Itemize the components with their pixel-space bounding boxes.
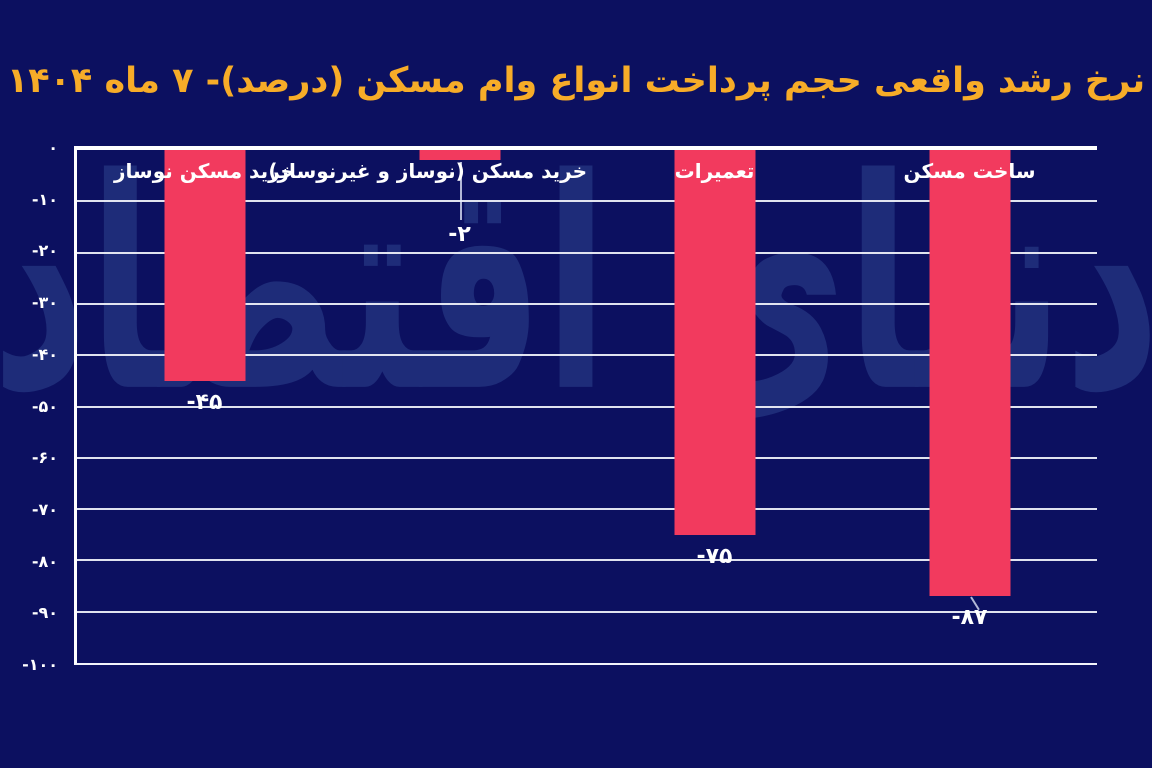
bar-sakht-maskan <box>929 150 1010 597</box>
gridline <box>77 200 1097 203</box>
band-1: خرید مسکن (نوساز و غیرنوساز) -۲ <box>268 150 587 663</box>
plot-area: خرید مسکن نوساز -۴۵ خرید مسکن (نوساز و غ… <box>74 146 1097 665</box>
y-tick-label: -۷۰ <box>31 499 58 519</box>
y-tick-label: ۰ <box>48 138 58 157</box>
category-label: ساخت مسکن <box>903 159 1036 183</box>
y-tick-label: -۳۰ <box>31 293 58 313</box>
category-label: تعمیرات <box>674 159 755 183</box>
band-0: خرید مسکن نوساز -۴۵ <box>77 150 332 663</box>
category-label: خرید مسکن نوساز <box>114 159 295 183</box>
y-tick-label: -۹۰ <box>31 603 58 623</box>
gridline <box>77 559 1097 562</box>
value-label: -۷۵ <box>696 543 733 569</box>
y-tick-label: -۲۰ <box>31 241 58 261</box>
value-label: -۲ <box>448 222 471 248</box>
bar-kharid-maskan-nosaz <box>164 150 245 381</box>
y-tick-label: -۶۰ <box>31 448 58 468</box>
y-axis: ۰ -۱۰ -۲۰ -۳۰ -۴۰ -۵۰ -۶۰ -۷۰ -۸۰ -۹۰ -۱… <box>0 138 58 674</box>
y-tick-label: -۱۰۰ <box>22 655 58 674</box>
callout-line <box>459 162 462 221</box>
gridline <box>77 610 1097 613</box>
category-label: خرید مسکن (نوساز و غیرنوساز) <box>268 159 587 183</box>
bar-kharid-maskan-nosaz-gheyrnosaz <box>419 150 500 161</box>
gridline <box>77 251 1097 254</box>
y-tick-label: -۵۰ <box>31 396 58 416</box>
chart-title: نرخ رشد واقعی حجم پرداخت انواع وام مسکن … <box>6 61 1146 102</box>
band-2: تعمیرات -۷۵ <box>587 150 842 663</box>
y-tick-label: -۸۰ <box>31 551 58 571</box>
gridline <box>77 508 1097 511</box>
gridline <box>77 354 1097 357</box>
value-label: -۸۷ <box>951 605 988 631</box>
gridline <box>77 405 1097 408</box>
band-3: ساخت مسکن -۸۷ <box>842 150 1097 663</box>
gridline <box>77 302 1097 305</box>
value-label: -۴۵ <box>186 389 223 415</box>
y-tick-label: -۴۰ <box>31 344 58 364</box>
gridline <box>77 456 1097 459</box>
bar-tamirat <box>674 150 755 535</box>
y-tick-label: -۱۰ <box>31 189 58 209</box>
